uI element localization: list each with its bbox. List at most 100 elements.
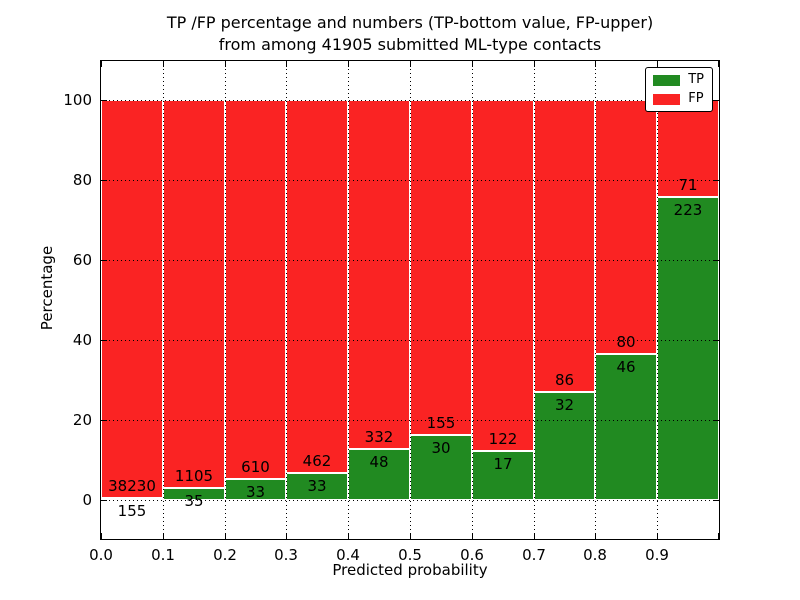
bar-segment-fp: [348, 100, 410, 450]
bar-segment-tp: [534, 391, 595, 500]
bar-segment-fp: [286, 100, 348, 474]
x-tick: [225, 61, 226, 67]
y-tick-label: 60: [72, 251, 92, 269]
x-tick: [657, 533, 658, 539]
x-tick-label: 0.1: [151, 546, 175, 564]
x-tick: [286, 61, 287, 67]
bar-label-fp: 332: [364, 428, 394, 447]
x-axis-label: Predicted probability: [332, 561, 488, 579]
bar-segment-fp: [410, 100, 472, 436]
y-tick-label: 20: [72, 411, 92, 429]
x-tick: [595, 533, 596, 539]
grid-line-v: [410, 61, 411, 539]
y-tick: [101, 260, 107, 261]
bar-label-tp: 32: [554, 395, 575, 414]
bar-label-fp: 38230: [108, 477, 156, 496]
bar-label-fp: 86: [554, 370, 575, 389]
y-tick: [101, 420, 107, 421]
grid-line-v: [225, 61, 226, 539]
x-tick-label: 0.8: [583, 546, 607, 564]
x-tick: [410, 61, 411, 67]
bar-segment-tp: [348, 449, 410, 500]
bar-segment-fp: [101, 100, 163, 499]
bar-label-tp: 33: [245, 483, 266, 502]
bar-label-tp: 223: [673, 200, 703, 219]
bar-label-tp: 46: [616, 357, 636, 376]
bar-label-tp: 155: [117, 502, 147, 521]
legend-label-fp: FP: [688, 91, 704, 106]
bar-label-fp: 80: [616, 332, 636, 351]
x-tick-label: 0.2: [213, 546, 237, 564]
bar-segment-fp: [225, 100, 286, 480]
y-tick-label: 0: [82, 491, 92, 509]
x-tick: [286, 533, 287, 539]
x-tick: [101, 61, 102, 67]
x-tick-label: 0.3: [274, 546, 298, 564]
bar-label-fp: 1105: [174, 466, 214, 485]
x-tick: [348, 533, 349, 539]
x-tick-label: 0.4: [336, 546, 360, 564]
legend: TP FP: [645, 67, 713, 112]
grid-line-v: [286, 61, 287, 539]
bar-label-tp: 33: [307, 477, 327, 496]
y-tick: [101, 340, 107, 341]
y-tick: [713, 260, 719, 261]
bar-label-fp: 462: [302, 452, 332, 471]
y-tick-label: 40: [72, 331, 92, 349]
bar-segment-fp: [472, 100, 534, 452]
legend-item-fp: FP: [653, 92, 704, 106]
bar-label-fp: 610: [241, 458, 270, 477]
bar-label-tp: 35: [184, 491, 204, 510]
x-tick: [410, 533, 411, 539]
grid-line-v: [472, 61, 473, 539]
grid-line-v: [657, 61, 658, 539]
bar-segment-fp: [595, 100, 657, 354]
bar-label-tp: 30: [431, 439, 451, 458]
legend-label-tp: TP: [688, 72, 704, 87]
x-tick-label: 0.9: [645, 546, 669, 564]
y-tick-label: 80: [72, 171, 92, 189]
x-tick: [718, 61, 719, 67]
bar-segment-fp: [534, 100, 595, 392]
x-tick: [534, 533, 535, 539]
y-tick: [101, 180, 107, 181]
x-tick: [101, 533, 102, 539]
x-tick: [657, 61, 658, 67]
grid-line-v: [534, 61, 535, 539]
bar-segment-tp: [657, 196, 719, 500]
legend-swatch-tp-icon: [653, 74, 681, 86]
x-tick: [534, 61, 535, 67]
x-tick-label: 0.5: [398, 546, 422, 564]
x-tick: [718, 533, 719, 539]
x-tick-label: 0.7: [522, 546, 546, 564]
bar-segment-tp: [410, 435, 472, 500]
x-tick: [225, 533, 226, 539]
grid-line-v: [595, 61, 596, 539]
y-tick: [713, 340, 719, 341]
chart-title-line1: TP /FP percentage and numbers (TP-bottom…: [166, 13, 654, 32]
chart-title-line2: from among 41905 submitted ML-type conta…: [218, 35, 602, 54]
y-tick: [713, 100, 719, 101]
x-tick: [348, 61, 349, 67]
x-tick: [595, 61, 596, 67]
y-tick-label: 100: [63, 91, 92, 109]
x-tick: [163, 61, 164, 67]
plot-area: TP FP 38230 155 1105 35 610 33 462 33 332 48 155 30…: [100, 60, 720, 540]
bar-segment-tp: [101, 498, 163, 501]
y-tick: [713, 420, 719, 421]
legend-swatch-fp-icon: [653, 93, 681, 105]
grid-line-v: [348, 61, 349, 539]
y-tick: [101, 500, 107, 501]
legend-item-tp: TP: [653, 73, 704, 87]
x-tick: [163, 533, 164, 539]
y-tick: [713, 500, 719, 501]
y-tick: [713, 180, 719, 181]
bar-label-fp: 155: [426, 414, 456, 433]
bar-label-tp: 17: [493, 455, 513, 474]
bar-segment-fp: [163, 100, 225, 488]
y-tick: [101, 100, 107, 101]
x-tick-label: 0.6: [460, 546, 484, 564]
bar-label-fp: 71: [678, 175, 698, 194]
bar-label-fp: 122: [488, 430, 518, 449]
